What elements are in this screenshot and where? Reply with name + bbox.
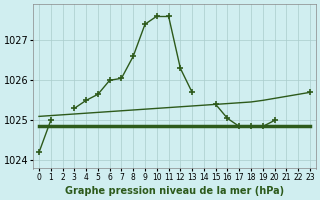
X-axis label: Graphe pression niveau de la mer (hPa): Graphe pression niveau de la mer (hPa) bbox=[65, 186, 284, 196]
